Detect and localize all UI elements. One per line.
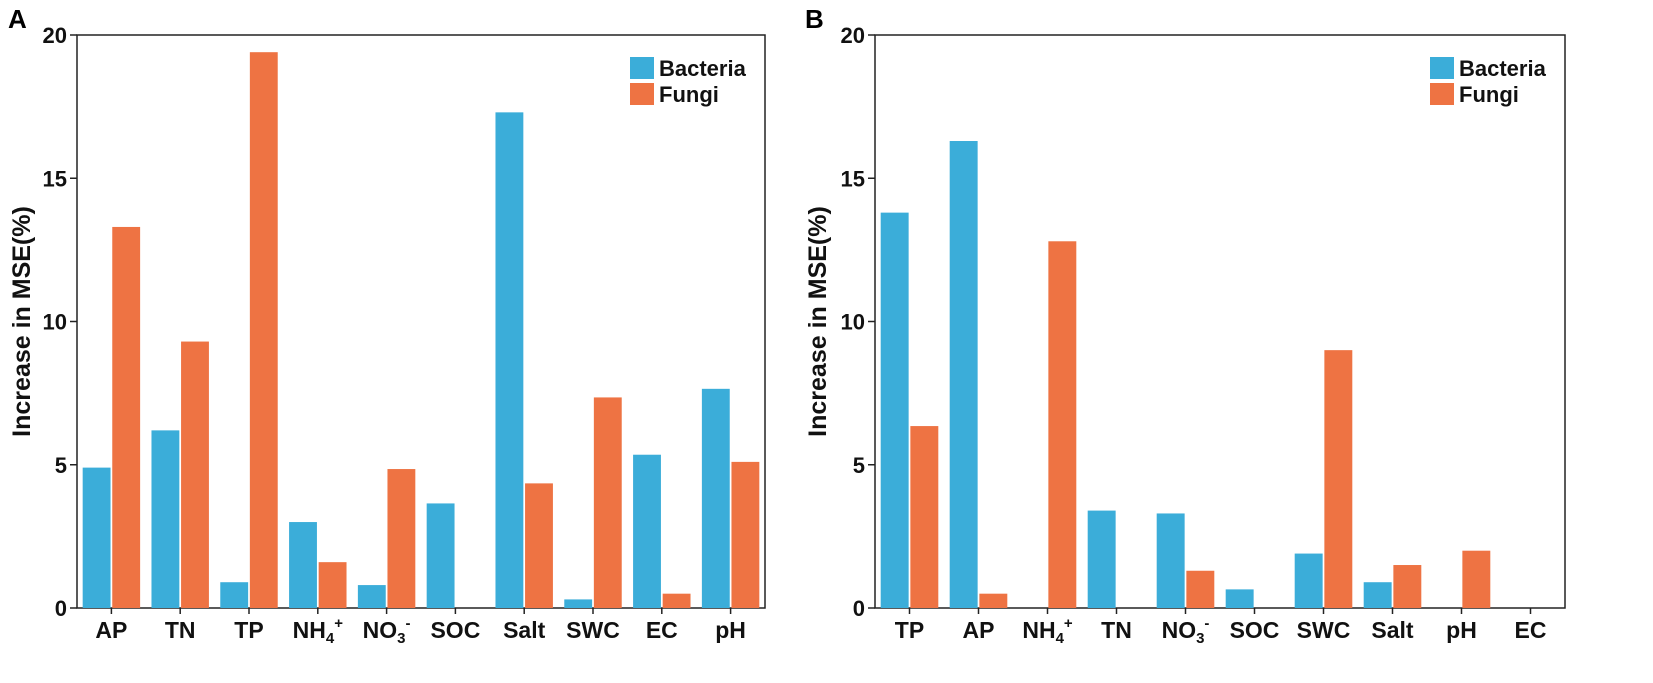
panel-b-xtick-label-tp: TP bbox=[895, 617, 924, 643]
panel-b-xtick-label-swc: SWC bbox=[1297, 617, 1351, 643]
panel-a-xtick-label-tn: TN bbox=[165, 617, 196, 643]
panel-b-y-axis-label: Increase in MSE(%) bbox=[804, 206, 832, 437]
panel-a-bar-bacteria-nh4 bbox=[289, 522, 317, 608]
panel-b-ytick-label-5: 5 bbox=[853, 453, 865, 478]
panel-a-label: A bbox=[8, 4, 27, 34]
panel-a-ytick-label-10: 10 bbox=[43, 310, 67, 335]
panel-b-legend-swatch-fungi bbox=[1430, 83, 1454, 105]
panel-b-xtick-label-ph: pH bbox=[1446, 617, 1477, 643]
panel-b-bar-fungi-ap bbox=[979, 593, 1008, 608]
panel-a-xtick-label-swc: SWC bbox=[566, 617, 620, 643]
panel-a-bar-bacteria-ph bbox=[701, 388, 730, 608]
panel-b-ytick-label-15: 15 bbox=[841, 166, 865, 191]
panel-b-xtick-label-ec: EC bbox=[1515, 617, 1547, 643]
panel-b-bar-fungi-salt bbox=[1393, 565, 1422, 608]
panel-a-ytick-label-5: 5 bbox=[55, 453, 67, 478]
panel-a-bar-fungi-ap bbox=[112, 226, 141, 608]
panel-a-bar-bacteria-no3 bbox=[357, 585, 386, 608]
panel-a-xtick-label-soc: SOC bbox=[430, 617, 480, 643]
panel-b-bar-fungi-no3 bbox=[1186, 570, 1215, 608]
panel-b-ytick-label-0: 0 bbox=[853, 596, 865, 621]
panel-b-bar-bacteria-salt bbox=[1363, 582, 1392, 608]
panel-a-bar-fungi-salt bbox=[525, 483, 553, 608]
panel-b-legend-label-fungi: Fungi bbox=[1459, 82, 1519, 107]
panel-b-bar-bacteria-no3 bbox=[1156, 513, 1185, 608]
panel-b-bar-bacteria-swc bbox=[1294, 553, 1323, 608]
panel-a: A 0 5 10 15 20 Increase in MSE(%) AP TN TP NH4+ NO3… bbox=[8, 4, 766, 647]
panel-b-bar-fungi-nh4 bbox=[1048, 241, 1077, 608]
panel-a-bar-bacteria-swc bbox=[564, 599, 593, 608]
panel-a-y-axis-label: Increase in MSE(%) bbox=[8, 206, 36, 437]
panel-b-xtick-label-salt: Salt bbox=[1371, 617, 1414, 643]
panel-b-bar-fungi-swc bbox=[1324, 350, 1353, 608]
panel-a-plot-frame bbox=[76, 34, 766, 609]
panel-b-bar-fungi-tp bbox=[910, 426, 939, 608]
panel-b-xtick-label-soc: SOC bbox=[1230, 617, 1280, 643]
panel-b-plot-frame bbox=[874, 34, 1566, 609]
panel-b: B 0 5 10 15 20 Increase in MSE(%) TP AP NH4+ TN NO3… bbox=[804, 4, 1566, 647]
panel-b-ytick-label-10: 10 bbox=[841, 310, 865, 335]
panel-b-xtick-label-ap: AP bbox=[963, 617, 995, 643]
panel-a-xtick-label-ph: pH bbox=[715, 617, 746, 643]
panel-a-bar-bacteria-ap bbox=[82, 467, 111, 608]
panel-a-bar-fungi-tn bbox=[181, 341, 209, 608]
panel-a-bar-fungi-ph bbox=[731, 461, 760, 608]
panel-a-legend-swatch-bacteria bbox=[630, 57, 654, 79]
panel-a-bar-bacteria-salt bbox=[495, 112, 524, 608]
panel-b-bar-bacteria-tn bbox=[1087, 510, 1116, 608]
panel-a-legend-swatch-fungi bbox=[630, 83, 654, 105]
panel-a-bar-fungi-tp bbox=[249, 52, 278, 608]
panel-b-xtick-label-tn: TN bbox=[1101, 617, 1132, 643]
panel-b-bar-bacteria-tp bbox=[880, 212, 909, 608]
panel-b-ytick-label-20: 20 bbox=[841, 23, 865, 48]
panel-b-xtick-label-no3: NO3- bbox=[1162, 615, 1210, 647]
panel-b-legend-swatch-bacteria bbox=[1430, 57, 1454, 79]
panel-a-xtick-label-nh4: NH4+ bbox=[293, 615, 344, 647]
panel-a-bar-fungi-no3 bbox=[387, 469, 416, 608]
panel-b-bar-bacteria-soc bbox=[1225, 589, 1254, 608]
panel-a-bar-bacteria-tp bbox=[220, 582, 249, 608]
panel-b-bar-fungi-ph bbox=[1462, 550, 1491, 608]
panel-a-bar-fungi-ec bbox=[662, 593, 691, 608]
panel-b-xtick-label-nh4: NH4+ bbox=[1022, 615, 1073, 647]
panel-a-bar-bacteria-tn bbox=[151, 430, 180, 608]
panel-a-bar-bacteria-ec bbox=[633, 454, 661, 608]
panel-a-ytick-label-15: 15 bbox=[43, 166, 67, 191]
panel-a-xtick-label-salt: Salt bbox=[503, 617, 546, 643]
panel-b-bar-bacteria-ap bbox=[949, 141, 978, 608]
panel-a-ytick-label-0: 0 bbox=[55, 596, 67, 621]
panel-a-bar-fungi-nh4 bbox=[318, 562, 347, 608]
panel-b-label: B bbox=[805, 4, 824, 34]
panel-a-xtick-label-ap: AP bbox=[95, 617, 127, 643]
panel-a-legend-label-fungi: Fungi bbox=[659, 82, 719, 107]
panel-a-xtick-label-tp: TP bbox=[234, 617, 263, 643]
panel-a-bar-bacteria-soc bbox=[426, 503, 455, 608]
panel-a-bar-fungi-swc bbox=[593, 397, 622, 608]
panel-a-ytick-label-20: 20 bbox=[43, 23, 67, 48]
panel-a-legend-label-bacteria: Bacteria bbox=[659, 56, 747, 81]
panel-a-xtick-label-ec: EC bbox=[646, 617, 678, 643]
panel-b-legend-label-bacteria: Bacteria bbox=[1459, 56, 1547, 81]
panel-a-xtick-label-no3: NO3- bbox=[363, 615, 411, 647]
